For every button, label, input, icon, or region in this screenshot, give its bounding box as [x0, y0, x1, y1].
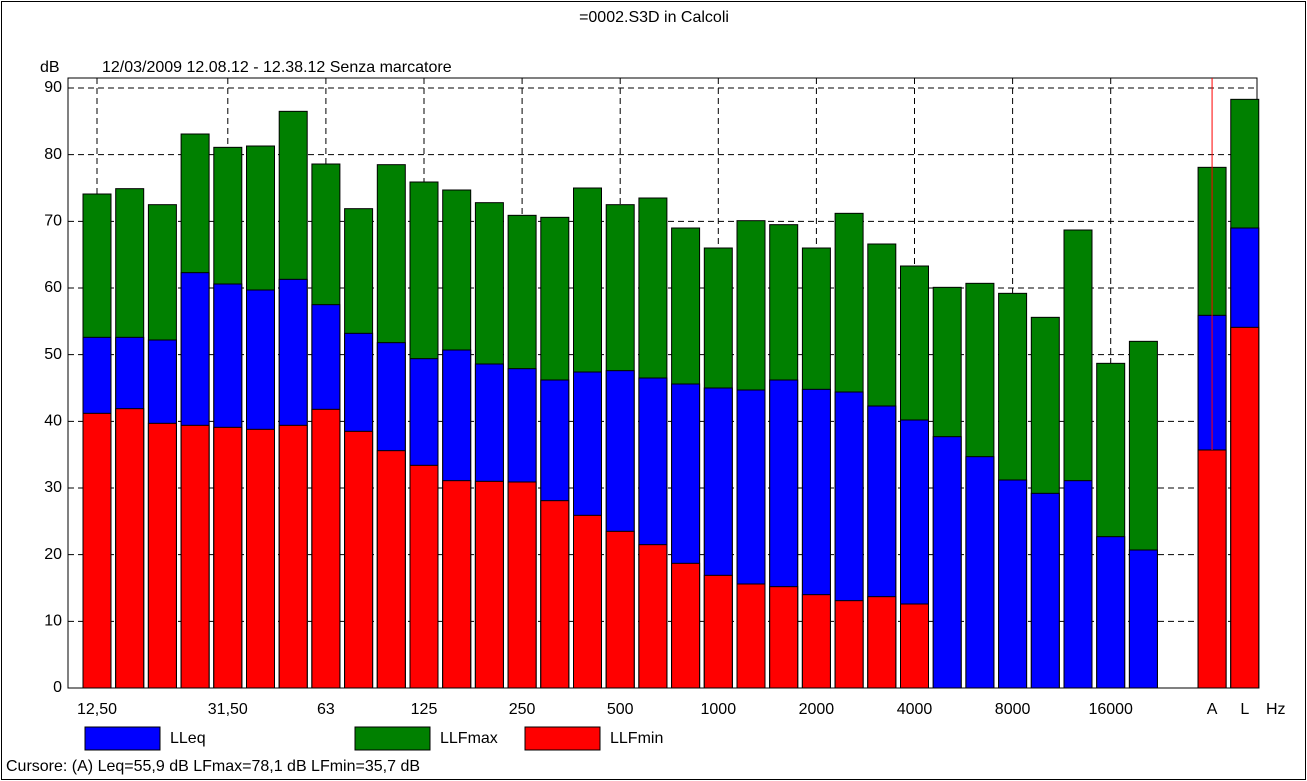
- bar: [180, 424, 210, 689]
- bar: [769, 586, 799, 689]
- bar: [638, 544, 668, 689]
- legend-swatch: [524, 726, 601, 751]
- y-tick-label: 90: [44, 79, 62, 96]
- y-tick-label: 60: [44, 279, 62, 296]
- legend-swatch: [354, 726, 431, 751]
- y-axis-label: dB: [40, 59, 60, 76]
- bar: [147, 422, 177, 689]
- y-tick-label: 20: [44, 546, 62, 563]
- y-tick-label: 50: [44, 346, 62, 363]
- y-tick-label: 40: [44, 413, 62, 430]
- x-tick-label: 31,50: [208, 701, 248, 718]
- x-tick-label: 8000: [995, 701, 1031, 718]
- bar: [703, 574, 733, 689]
- bar: [213, 426, 243, 689]
- footer: Cursore: (A) Leq=55,9 dB LFmax=78,1 dB L…: [6, 758, 420, 775]
- x-tick-label: 16000: [1088, 701, 1133, 718]
- bar: [1230, 326, 1260, 689]
- x-axis-label: Hz: [1266, 701, 1286, 718]
- y-tick-label: 80: [44, 146, 62, 163]
- legend-swatch: [84, 726, 161, 751]
- legend-label: LLFmax: [440, 730, 498, 747]
- bar: [965, 456, 995, 689]
- bar: [932, 436, 962, 689]
- bar: [115, 408, 145, 689]
- x-tick-label: 63: [317, 701, 335, 718]
- bar: [1197, 449, 1227, 689]
- y-tick-label: 30: [44, 479, 62, 496]
- x-tick-label: 12,50: [77, 701, 117, 718]
- bar: [736, 583, 766, 689]
- chart-title: =0002.S3D in Calcoli: [579, 9, 729, 26]
- legend-label: LLFmin: [610, 730, 663, 747]
- bar: [409, 464, 439, 689]
- bar: [801, 594, 831, 689]
- x-tick-label: 1000: [701, 701, 737, 718]
- bar: [1128, 549, 1158, 689]
- bar: [867, 596, 897, 689]
- y-tick-label: 10: [44, 613, 62, 630]
- bar: [474, 480, 504, 689]
- x-tick-label: A: [1207, 701, 1218, 718]
- bar: [998, 479, 1028, 689]
- bar: [834, 600, 864, 689]
- bar: [1063, 480, 1093, 689]
- x-tick-label: 250: [509, 701, 536, 718]
- x-tick-label: 500: [607, 701, 634, 718]
- x-tick-label: L: [1240, 701, 1249, 718]
- bar: [376, 450, 406, 689]
- bar: [900, 603, 929, 689]
- bar: [344, 430, 374, 689]
- bar: [605, 530, 635, 689]
- bar: [1030, 492, 1060, 689]
- y-tick-label: 0: [53, 679, 62, 696]
- bar: [573, 514, 602, 689]
- bar: [540, 500, 570, 689]
- bar: [311, 408, 341, 689]
- bar: [442, 480, 472, 689]
- legend-label: LLeq: [170, 730, 206, 747]
- x-tick-label: 4000: [897, 701, 933, 718]
- subtitle: 12/03/2009 12.08.12 - 12.38.12 Senza mar…: [102, 59, 452, 76]
- bar: [82, 412, 112, 689]
- x-tick-label: 125: [411, 701, 438, 718]
- bar: [1096, 536, 1126, 689]
- bar: [507, 481, 537, 689]
- y-tick-label: 70: [44, 213, 62, 230]
- bar: [671, 562, 701, 689]
- bar: [246, 428, 275, 689]
- bar: [278, 424, 308, 689]
- x-tick-label: 2000: [799, 701, 835, 718]
